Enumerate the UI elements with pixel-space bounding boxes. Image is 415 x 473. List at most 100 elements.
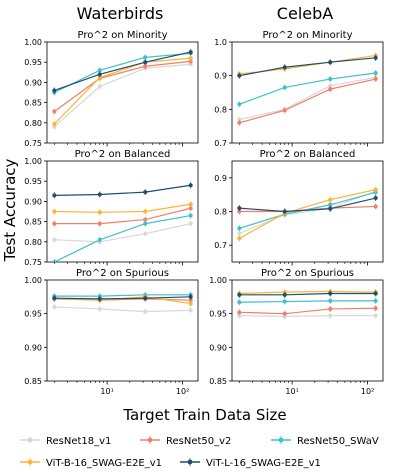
panel-title: Pro^2 on Balanced: [260, 149, 356, 160]
data-point-resnet18-v1: [237, 313, 242, 318]
data-point-vit-l-16-swag-e2e-v1: [97, 296, 102, 301]
y-tick-label: 0.90: [24, 197, 42, 206]
series-line-vit-l-16-swag-e2e-v1: [54, 296, 191, 300]
data-point-resnet50-v2: [52, 109, 57, 114]
data-point-vit-l-16-swag-e2e-v1: [188, 294, 193, 299]
series-line-resnet50-swav: [54, 52, 191, 94]
data-point-resnet50-v2: [282, 311, 287, 316]
y-tick-label: 0.90: [209, 343, 227, 352]
x-tick-label: 10²: [361, 387, 374, 396]
data-point-resnet18-v1: [188, 308, 193, 313]
data-point-resnet18-v1: [373, 313, 378, 318]
legend-item-vit-b-16-swag-e2e-v1: ViT-B-16_SWAG-E2E_v1: [20, 458, 162, 469]
data-point-resnet50-swav: [237, 226, 242, 231]
data-point-resnet18-v1: [52, 304, 57, 309]
y-tick-label: 0.75: [24, 258, 42, 267]
series-group: [52, 182, 193, 262]
data-point-vit-l-16-swag-e2e-v1: [282, 209, 287, 214]
data-point-resnet18-v1: [143, 309, 148, 314]
x-axis-label: Target Train Data Size: [122, 406, 286, 424]
series-group: [237, 288, 378, 320]
data-point-resnet50-swav: [97, 68, 102, 73]
y-tick-label: 0.85: [24, 99, 42, 108]
data-point-resnet50-v2: [328, 306, 333, 311]
data-point-resnet50-swav: [143, 55, 148, 60]
y-tick-label: 1.0: [214, 38, 227, 47]
y-tick-label: 0.90: [24, 78, 42, 87]
data-point-vit-l-16-swag-e2e-v1: [97, 192, 102, 197]
column-title-celeba: CelebA: [277, 4, 333, 23]
data-point-vit-b-16-swag-e2e-v1: [373, 187, 378, 192]
plot-frame: [231, 41, 384, 144]
data-point-resnet50-swav: [328, 77, 333, 82]
x-tick-label: 10¹: [100, 387, 113, 396]
data-point-resnet18-v1: [188, 221, 193, 226]
data-point-vit-l-16-swag-e2e-v1: [143, 190, 148, 195]
series-group: [237, 186, 378, 242]
y-tick-label: 0.95: [24, 177, 42, 186]
data-point-vit-l-16-swag-e2e-v1: [237, 206, 242, 211]
data-point-resnet18-v1: [328, 83, 333, 88]
series-line-resnet50-swav: [239, 191, 376, 229]
y-tick-label: 0.85: [24, 377, 42, 386]
series-line-resnet50-v2: [53, 60, 191, 112]
data-point-vit-l-16-swag-e2e-v1: [52, 193, 57, 198]
y-tick-label: 0.85: [24, 218, 42, 227]
legend-marker: [27, 437, 33, 443]
data-point-vit-l-16-swag-e2e-v1: [97, 72, 102, 77]
series-line-vit-l-16-swag-e2e-v1: [239, 292, 376, 296]
data-point-resnet50-swav: [328, 298, 333, 303]
y-tick-label: 0.80: [24, 238, 42, 247]
series-line-resnet50-swav: [54, 294, 191, 297]
plot-frame: [46, 160, 199, 263]
data-point-vit-b-16-swag-e2e-v1: [188, 56, 193, 61]
data-point-resnet50-swav: [328, 202, 333, 207]
series-line-resnet50-v2: [239, 78, 376, 124]
data-point-vit-b-16-swag-e2e-v1: [97, 210, 102, 215]
data-point-vit-l-16-swag-e2e-v1: [237, 292, 242, 297]
data-point-vit-l-16-swag-e2e-v1: [282, 65, 287, 70]
data-point-vit-l-16-swag-e2e-v1: [52, 296, 57, 301]
y-tick-label: 0.85: [209, 377, 227, 386]
panel-title: Pro^2 on Balanced: [75, 149, 171, 160]
y-tick-label: 1.00: [24, 276, 42, 285]
panel-waterbirds-pro-2-on-minority: Pro^2 on Minority 0.75 0.80 0.85 0.90 0.95 1.0…: [24, 30, 199, 148]
data-point-vit-b-16-swag-e2e-v1: [52, 209, 57, 214]
data-point-resnet50-v2: [373, 77, 378, 82]
y-tick-label: 1.00: [24, 157, 42, 166]
series-line-vit-l-16-swag-e2e-v1: [54, 184, 191, 196]
data-point-resnet50-swav: [282, 85, 287, 90]
y-tick-label: 0.95: [24, 310, 42, 319]
legend-marker: [27, 459, 33, 465]
data-point-resnet50-v2: [143, 217, 148, 222]
legend: ResNet18_v1 ResNet50_v2 ResNet50_SWaV ViT-B…: [20, 436, 379, 469]
data-point-resnet50-swav: [373, 70, 378, 75]
data-point-resnet50-swav: [373, 298, 378, 303]
series-line-resnet50-swav: [239, 300, 376, 303]
data-point-vit-b-16-swag-e2e-v1: [188, 202, 193, 207]
panel-title: Pro^2 on Minority: [77, 30, 167, 41]
data-point-resnet18-v1: [52, 237, 57, 242]
data-point-resnet50-v2: [237, 120, 242, 125]
y-tick-label: 0.9: [214, 72, 227, 81]
data-point-resnet18-v1: [328, 313, 333, 318]
data-point-vit-l-16-swag-e2e-v1: [328, 60, 333, 65]
data-point-vit-l-16-swag-e2e-v1: [143, 296, 148, 301]
data-point-resnet50-swav: [188, 213, 193, 218]
y-tick-label: 0.90: [24, 343, 42, 352]
series-group: [52, 49, 193, 130]
data-point-resnet50-swav: [52, 260, 57, 262]
legend-item-vit-l-16-swag-e2e-v1: ViT-L-16_SWAG-E2E_v1: [180, 458, 321, 469]
data-point-resnet50-v2: [97, 221, 102, 226]
data-point-vit-b-16-swag-e2e-v1: [97, 75, 102, 80]
series-group: [52, 291, 193, 315]
series-line-resnet18-v1: [239, 190, 376, 234]
legend-item-resnet50-swav: ResNet50_SWaV: [271, 436, 379, 447]
series-line-resnet50-swav: [239, 72, 376, 105]
data-point-resnet50-v2: [373, 204, 378, 209]
data-point-resnet50-swav: [282, 299, 287, 304]
series-line-vit-b-16-swag-e2e-v1: [54, 203, 191, 213]
data-point-vit-l-16-swag-e2e-v1: [373, 196, 378, 201]
legend-marker: [278, 437, 284, 443]
x-tick-label: 10²: [176, 387, 189, 396]
